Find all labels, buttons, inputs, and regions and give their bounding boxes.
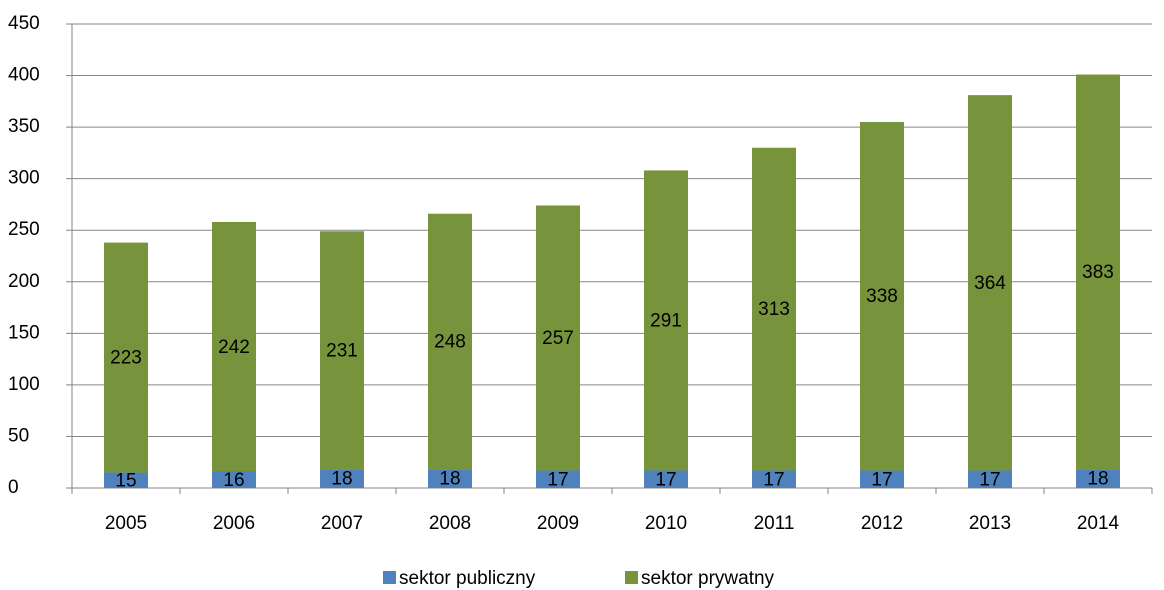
data-label: 248 bbox=[434, 332, 466, 353]
data-label: 18 bbox=[331, 469, 352, 490]
y-tick-label: 100 bbox=[8, 374, 40, 395]
y-tick-label: 400 bbox=[8, 65, 40, 86]
y-tick-label: 150 bbox=[8, 322, 40, 343]
data-label: 383 bbox=[1082, 262, 1114, 283]
x-tick-label: 2014 bbox=[1077, 513, 1120, 534]
x-tick-label: 2012 bbox=[861, 513, 903, 534]
legend-label: sektor publiczny bbox=[399, 568, 536, 589]
bar-segment bbox=[1076, 469, 1120, 488]
data-label: 313 bbox=[758, 299, 790, 320]
data-label: 291 bbox=[650, 310, 682, 331]
data-label: 257 bbox=[542, 328, 574, 349]
x-tick-label: 2010 bbox=[645, 513, 687, 534]
bar-segment bbox=[536, 470, 580, 488]
data-label: 17 bbox=[871, 469, 892, 490]
bar-segment bbox=[212, 471, 256, 488]
y-tick-label: 350 bbox=[8, 116, 40, 137]
legend-label: sektor prywatny bbox=[641, 568, 775, 589]
bar-segment bbox=[644, 170, 688, 471]
data-label: 17 bbox=[979, 469, 1000, 490]
bar-segment bbox=[644, 470, 688, 488]
x-tick-label: 2011 bbox=[754, 513, 795, 534]
bar-segment bbox=[752, 147, 796, 471]
bar-segment bbox=[968, 95, 1012, 471]
x-tick-label: 2009 bbox=[537, 513, 579, 534]
legend-swatch bbox=[625, 571, 638, 584]
data-label: 338 bbox=[866, 286, 898, 307]
y-tick-label: 0 bbox=[8, 477, 19, 498]
bar-segment bbox=[104, 472, 148, 488]
y-tick-label: 50 bbox=[8, 425, 29, 446]
bar-segment bbox=[968, 470, 1012, 488]
legend-swatch bbox=[383, 571, 396, 584]
y-tick-label: 300 bbox=[8, 168, 40, 189]
data-label: 17 bbox=[763, 469, 784, 490]
data-label: 17 bbox=[655, 469, 676, 490]
bar-segment bbox=[1076, 74, 1120, 470]
y-tick-label: 250 bbox=[8, 219, 40, 240]
bar-segment bbox=[428, 469, 472, 488]
bar-segment bbox=[536, 205, 580, 471]
bar-segment bbox=[320, 469, 364, 488]
bar-segment bbox=[752, 470, 796, 488]
data-label: 18 bbox=[439, 469, 460, 490]
data-label: 16 bbox=[223, 470, 244, 491]
data-label: 242 bbox=[218, 337, 250, 358]
bar-segment bbox=[104, 242, 148, 473]
y-tick-label: 450 bbox=[8, 13, 40, 34]
bar-segment bbox=[860, 121, 904, 471]
x-tick-label: 2013 bbox=[969, 513, 1011, 534]
bar-segment bbox=[320, 231, 364, 470]
x-tick-label: 2006 bbox=[213, 513, 255, 534]
y-tick-label: 200 bbox=[8, 271, 40, 292]
x-tick-label: 2005 bbox=[105, 513, 147, 534]
data-label: 364 bbox=[974, 273, 1006, 294]
data-label: 231 bbox=[326, 340, 358, 361]
data-label: 15 bbox=[115, 470, 136, 491]
x-tick-label: 2007 bbox=[321, 513, 363, 534]
bar-segment bbox=[428, 213, 472, 470]
bar-segment bbox=[860, 470, 904, 488]
bar-segment bbox=[212, 221, 256, 472]
data-label: 17 bbox=[547, 469, 568, 490]
data-label: 223 bbox=[110, 348, 142, 369]
data-label: 18 bbox=[1087, 469, 1108, 490]
x-tick-label: 2008 bbox=[429, 513, 471, 534]
